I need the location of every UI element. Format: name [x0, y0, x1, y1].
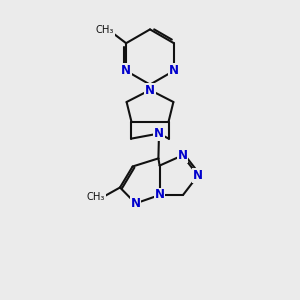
Text: N: N	[177, 149, 188, 162]
Text: N: N	[121, 64, 131, 77]
Text: N: N	[154, 127, 164, 140]
Text: N: N	[193, 169, 203, 182]
Text: N: N	[154, 188, 165, 202]
Text: CH₃: CH₃	[96, 25, 114, 35]
Text: N: N	[145, 83, 155, 97]
Text: N: N	[130, 197, 141, 210]
Text: N: N	[169, 64, 179, 77]
Text: CH₃: CH₃	[87, 192, 105, 203]
